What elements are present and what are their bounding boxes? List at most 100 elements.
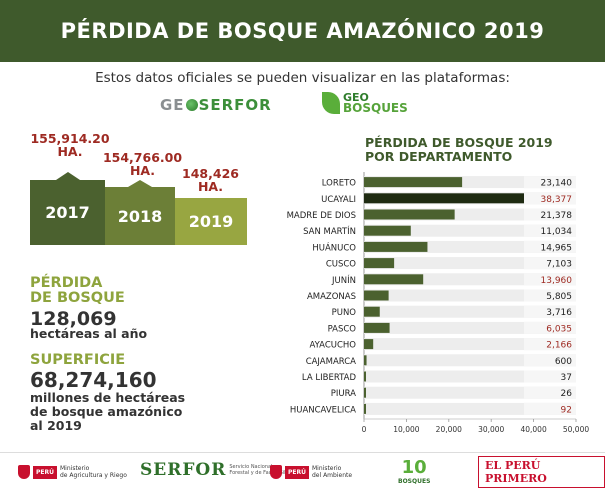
value-label-box [524,338,576,351]
year-2018-block: 2018 [105,187,175,245]
value-label: 21,378 [541,211,573,221]
geoserfor-logo-part2: SERFOR [198,96,272,114]
bar [364,258,395,269]
value-label-box [524,402,576,415]
year-2017-block: 2017 [30,180,105,245]
value-label: 600 [555,357,572,367]
category-label: AMAZONAS [307,292,356,302]
category-label: UCAYALI [321,195,356,205]
x-tick-label: 0 [362,425,367,434]
surface-label: SUPERFICIE [30,352,126,368]
minagri-text-line1: Ministerio [60,465,90,472]
minam-text-line1: Ministerio [312,465,342,472]
value-label: 2,166 [546,341,572,351]
geobosques-logo[interactable]: GEO BOSQUES [322,92,408,114]
bar-track [364,370,576,383]
peru-primero-logo: EL PERÚ PRIMERO [478,456,605,488]
bar [364,339,374,350]
value-label: 3,716 [546,308,572,318]
bar [364,403,366,414]
year-2018-value: 154,766.00 HA. [102,150,183,178]
peru-primero-text: EL PERÚ PRIMERO [478,456,605,488]
bar-track [364,354,576,367]
value-label-box [524,305,576,318]
bar [364,225,411,236]
serfor-logo: SERFOR Servicio Nacional Forestal y de Fa… [140,460,301,480]
category-label: HUÁNUCO [312,241,356,253]
category-label: HUANCAVELICA [290,405,356,415]
category-label: AYACUCHO [309,341,356,351]
value-label-box [524,208,576,221]
category-label: PASCO [328,324,357,334]
value-label: 5,805 [546,292,572,302]
minagri-badge: PERÚ [33,465,57,479]
minagri-text-line2: de Agricultura y Riego [60,472,127,479]
value-label: 38,377 [541,195,573,205]
value-label-box [524,176,576,189]
value-label: 7,103 [546,260,572,270]
bar [364,371,366,382]
x-tick-label: 30,000 [478,425,504,434]
year-2017-peak [56,172,80,180]
geoserfor-logo[interactable]: GE SERFOR [160,96,272,114]
category-label: LA LIBERTAD [302,373,357,383]
value-label-box [524,224,576,237]
loss-unit: hectáreas al año [30,326,148,341]
category-label: CAJAMARCA [306,357,356,367]
x-tick-label: 50,000 [563,425,589,434]
bar [364,193,527,204]
x-tick-label: 20,000 [436,425,462,434]
value-label-box [524,289,576,302]
category-label: LORETO [322,179,357,189]
value-label-box [524,386,576,399]
value-label: 92 [561,405,572,415]
geobosques-logo-line1: GEO [343,91,369,104]
platform-logos: GE SERFOR GEO BOSQUES [0,92,605,122]
bar-track [364,257,576,270]
geobosques-logo-line2: BOSQUES [343,101,408,115]
peru-shield-icon [270,465,282,479]
bar-track [364,224,576,237]
bar [364,387,366,398]
bar-track [364,386,576,399]
value-label: 23,140 [541,179,573,189]
value-label-box [524,240,576,253]
value-label: 14,965 [541,243,573,253]
bar [364,209,455,220]
surface-value: 68,274,160 [30,368,157,392]
x-tick-label: 10,000 [393,425,419,434]
leaf-icon [322,92,340,114]
category-label: PUNO [332,308,357,318]
year-2019-block: 2019 [175,198,247,245]
bar-track [364,289,576,302]
bar-track [364,321,576,334]
value-label: 26 [561,389,573,399]
value-label-box [524,370,576,383]
value-label-box [524,354,576,367]
header-bar: PÉRDIDA DE BOSQUE AMAZÓNICO 2019 [0,0,605,62]
loss-value: 128,069 [30,308,117,330]
x-tick-label: 40,000 [520,425,546,434]
page-title: PÉRDIDA DE BOSQUE AMAZÓNICO 2019 [60,19,545,43]
surface-description: millones de hectáreas de bosque amazónico… [30,390,186,433]
bar [364,241,428,252]
bar-track [364,338,576,351]
bar-track [364,402,576,415]
chart-title: PÉRDIDA DE BOSQUE 2019 POR DEPARTAMENTO [365,135,553,164]
bar-track [364,305,576,318]
value-label: 6,035 [546,324,572,334]
year-2019-value: 148,426 HA. [182,166,239,194]
bar [364,306,380,317]
ten-years-logo: 10 BOSQUES [398,457,430,485]
peru-shield-icon [18,465,30,479]
value-label: 37 [561,373,572,383]
platforms-subtitle: Estos datos oficiales se pueden visualiz… [95,70,510,86]
bar [364,177,463,188]
category-label: MADRE DE DIOS [287,211,356,221]
value-label: 13,960 [541,276,573,286]
minagri-logo: PERÚ Ministerio de Agricultura y Riego [18,463,127,481]
category-label: JUNÍN [331,274,356,286]
bar [364,355,367,366]
serfor-name: SERFOR [140,460,227,480]
loss-label: PÉRDIDA DE BOSQUE [30,275,125,306]
